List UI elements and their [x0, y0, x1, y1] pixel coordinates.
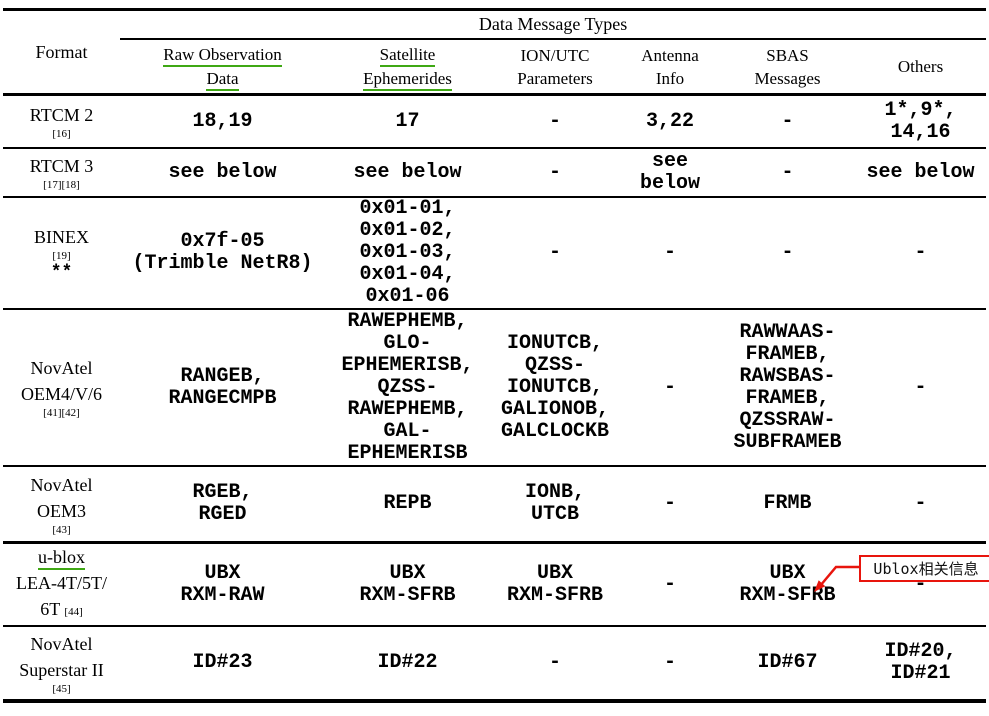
format-name: NovAtel Superstar II	[19, 633, 104, 680]
cell-ublox-sbas: UBX RXM-SFRB	[720, 542, 855, 627]
format-cell-ublox: u-blox LEA-4T/5T/ 6T [44]	[3, 542, 120, 627]
header-group-title: Data Message Types	[120, 8, 987, 40]
column-header-line: Ephemerides	[363, 68, 452, 91]
cell-binex-raw-observation: 0x7f-05 (Trimble NetR8)	[120, 197, 325, 310]
cell-superstar2-sbas: ID#67	[720, 626, 855, 703]
format-name: NovAtel OEM3	[30, 474, 93, 521]
cell-rtcm3-satellite-ephemerides: see below	[325, 148, 490, 198]
cell-oem3-others: -	[855, 466, 987, 544]
header-group-row: Format Data Message Types	[3, 8, 987, 96]
cell-ublox-satellite-ephemerides: UBX RXM-SFRB	[325, 542, 490, 627]
cell-rtcm2-others: 1*,9*, 14,16	[855, 94, 987, 149]
cell-binex-antenna-info: -	[620, 197, 720, 310]
cell-ublox-raw-observation: UBX RXM-RAW	[120, 542, 325, 627]
format-name-underlined: u-blox	[38, 547, 85, 570]
format-footnote-marker: **	[50, 262, 73, 283]
cell-superstar2-raw-observation: ID#23	[120, 626, 325, 703]
column-header-line: Raw Observation	[163, 44, 282, 67]
cell-binex-others: -	[855, 197, 987, 310]
format-cell-rtcm2: RTCM 2 [16]	[3, 94, 120, 149]
format-reference: [19]	[52, 249, 71, 262]
format-reference: [41][42]	[43, 407, 80, 419]
format-reference: [44]	[64, 606, 83, 618]
cell-binex-sbas: -	[720, 197, 855, 310]
column-header-sbas-messages: SBAS Messages	[720, 39, 855, 96]
format-cell-novatel-oem3: NovAtel OEM3 [43]	[3, 466, 120, 544]
column-header-others: Others	[855, 39, 987, 96]
cell-ublox-antenna-info: -	[620, 542, 720, 627]
column-header-satellite-ephemerides: Satellite Ephemerides	[325, 39, 490, 96]
column-header-line: Data	[206, 68, 239, 91]
cell-oem4-raw-observation: RANGEB, RANGECMPB	[120, 309, 325, 467]
column-header-row: Raw Observation Data Satellite Ephemerid…	[3, 39, 987, 96]
cell-binex-ion-utc: -	[490, 197, 620, 310]
cell-rtcm3-sbas: -	[720, 148, 855, 198]
cell-oem3-ion-utc: IONB, UTCB	[490, 466, 620, 544]
format-name: NovAtel OEM4/V/6	[21, 358, 102, 404]
cell-rtcm2-ion-utc: -	[490, 94, 620, 149]
cell-rtcm2-sbas: -	[720, 94, 855, 149]
format-cell-novatel-oem4: NovAtel OEM4/V/6 [41][42]	[3, 309, 120, 467]
cell-rtcm3-others: see below	[855, 148, 987, 198]
red-arrow-icon	[814, 565, 862, 592]
format-reference: [16]	[52, 128, 71, 140]
format-cell-novatel-superstar2: NovAtel Superstar II [45]	[3, 626, 120, 703]
cell-oem3-raw-observation: RGEB, RGED	[120, 466, 325, 544]
table-row-novatel-oem4: NovAtel OEM4/V/6 [41][42] RANGEB, RANGEC…	[3, 309, 987, 467]
format-reference: [43]	[52, 523, 71, 536]
column-header-antenna-info: Antenna Info	[620, 39, 720, 96]
cell-superstar2-satellite-ephemerides: ID#22	[325, 626, 490, 703]
cell-superstar2-ion-utc: -	[490, 626, 620, 703]
column-header-format: Format	[3, 8, 120, 96]
cell-superstar2-others: ID#20, ID#21	[855, 626, 987, 703]
cell-oem4-antenna-info: -	[620, 309, 720, 467]
table-row-binex: BINEX [19] ** 0x7f-05 (Trimble NetR8) 0x…	[3, 197, 987, 310]
table-row-novatel-superstar2: NovAtel Superstar II [45] ID#23 ID#22 - …	[3, 626, 987, 703]
annotation-label: Ublox相关信息	[873, 560, 979, 578]
cell-superstar2-antenna-info: -	[620, 626, 720, 703]
format-name: LEA-4T/5T/	[16, 573, 107, 593]
cell-rtcm3-antenna-info: see below	[620, 148, 720, 198]
cell-oem4-others: -	[855, 309, 987, 467]
column-header-ion-utc-parameters: ION/UTC Parameters	[490, 39, 620, 96]
column-header-line: Satellite	[379, 44, 436, 67]
cell-rtcm3-ion-utc: -	[490, 148, 620, 198]
cell-oem4-sbas: RAWWAAS- FRAMEB, RAWSBAS- FRAMEB, QZSSRA…	[720, 309, 855, 467]
format-reference: [45]	[52, 682, 71, 695]
cell-rtcm2-satellite-ephemerides: 17	[325, 94, 490, 149]
table-row-rtcm3: RTCM 3 [17][18] see below see below - se…	[3, 148, 987, 198]
cell-oem4-satellite-ephemerides: RAWEPHEMB, GLO- EPHEMERISB, QZSS- RAWEPH…	[325, 309, 490, 467]
column-header-raw-observation-data: Raw Observation Data	[120, 39, 325, 96]
table-row-rtcm2: RTCM 2 [16] 18,19 17 - 3,22 - 1*,9*, 14,…	[3, 94, 987, 149]
cell-rtcm2-raw-observation: 18,19	[120, 94, 325, 149]
annotation-callout: Ublox相关信息	[859, 555, 989, 582]
format-name: BINEX	[34, 226, 89, 247]
cell-oem3-sbas: FRMB	[720, 466, 855, 544]
format-cell-binex: BINEX [19] **	[3, 197, 120, 310]
format-name: RTCM 2	[29, 105, 94, 125]
format-name: RTCM 3	[29, 156, 94, 176]
format-cell-rtcm3: RTCM 3 [17][18]	[3, 148, 120, 198]
format-name: 6T [44]	[40, 599, 83, 619]
cell-binex-satellite-ephemerides: 0x01-01, 0x01-02, 0x01-03, 0x01-04, 0x01…	[325, 197, 490, 310]
cell-oem3-satellite-ephemerides: REPB	[325, 466, 490, 544]
table-row-novatel-oem3: NovAtel OEM3 [43] RGEB, RGED REPB IONB, …	[3, 466, 987, 544]
message-types-table: Format Data Message Types Raw Observatio…	[3, 8, 987, 703]
cell-oem3-antenna-info: -	[620, 466, 720, 544]
cell-rtcm2-antenna-info: 3,22	[620, 94, 720, 149]
format-reference: [17][18]	[43, 179, 80, 191]
table-row-ublox: u-blox LEA-4T/5T/ 6T [44] UBX RXM-RAW UB…	[3, 542, 987, 627]
cell-ublox-ion-utc: UBX RXM-SFRB	[490, 542, 620, 627]
cell-oem4-ion-utc: IONUTCB, QZSS- IONUTCB, GALIONOB, GALCLO…	[490, 309, 620, 467]
cell-rtcm3-raw-observation: see below	[120, 148, 325, 198]
